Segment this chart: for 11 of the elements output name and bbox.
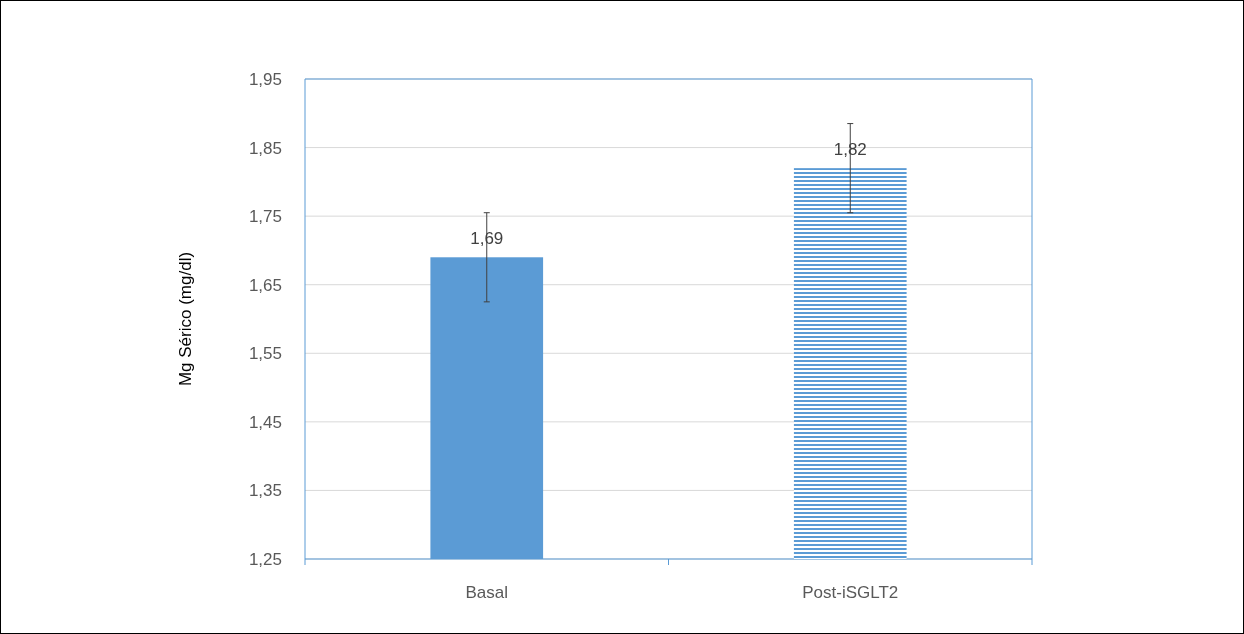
y-tick-label: 1,75 — [248, 207, 282, 227]
y-tick-label: 1,85 — [248, 138, 282, 158]
y-axis-title: Mg Sérico (mg/dl) — [176, 251, 195, 387]
x-tick-label: Post-iSGLT2 — [802, 583, 899, 602]
y-tick-label: 1,25 — [248, 550, 282, 569]
y-tick-label: 1,55 — [248, 344, 282, 364]
y-tick-label: 1,65 — [248, 275, 282, 295]
y-tick-label: 1,45 — [248, 412, 282, 432]
x-tick-label: Basal — [465, 583, 509, 602]
y-tick-label: 1,35 — [248, 481, 282, 501]
y-tick-label: 1,95 — [248, 70, 282, 89]
